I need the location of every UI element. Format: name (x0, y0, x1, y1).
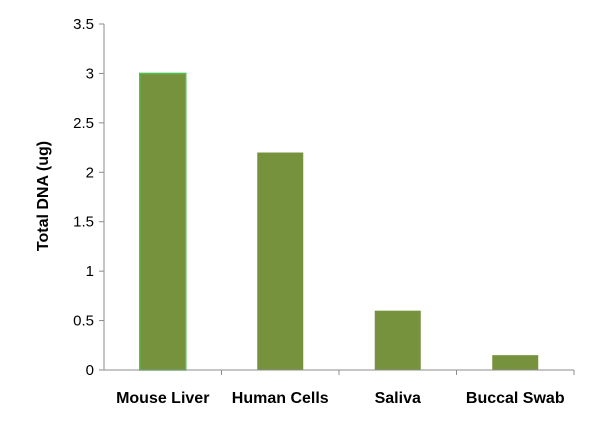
y-tick-label: 2 (86, 164, 94, 181)
y-tick-label: 3 (86, 65, 94, 82)
bar-human-cells (257, 152, 304, 370)
bars (139, 72, 539, 371)
x-axis-labels: Mouse Liver Human Cells Saliva Buccal Swab (116, 370, 575, 407)
y-tick-label: 1.5 (73, 214, 94, 231)
bar-mouse-liver (139, 72, 187, 371)
y-tick-label: 2.5 (73, 115, 94, 132)
bar-saliva (374, 310, 421, 370)
y-tick-label: 0.5 (73, 313, 94, 330)
y-tick-label: 1 (86, 263, 94, 280)
x-category-label: Buccal Swab (466, 390, 565, 407)
x-category-label: Saliva (375, 390, 421, 407)
y-axis-title: Total DNA (ug) (35, 141, 52, 251)
y-tick-label: 3.5 (73, 16, 94, 33)
x-category-label: Mouse Liver (116, 390, 209, 407)
y-tick-label: 0 (86, 362, 94, 379)
bar-buccal-swab (492, 355, 539, 370)
x-category-label: Human Cells (232, 390, 329, 407)
y-axis-ticks: 0 0.5 1 1.5 2 2.5 3 3.5 (73, 16, 104, 379)
